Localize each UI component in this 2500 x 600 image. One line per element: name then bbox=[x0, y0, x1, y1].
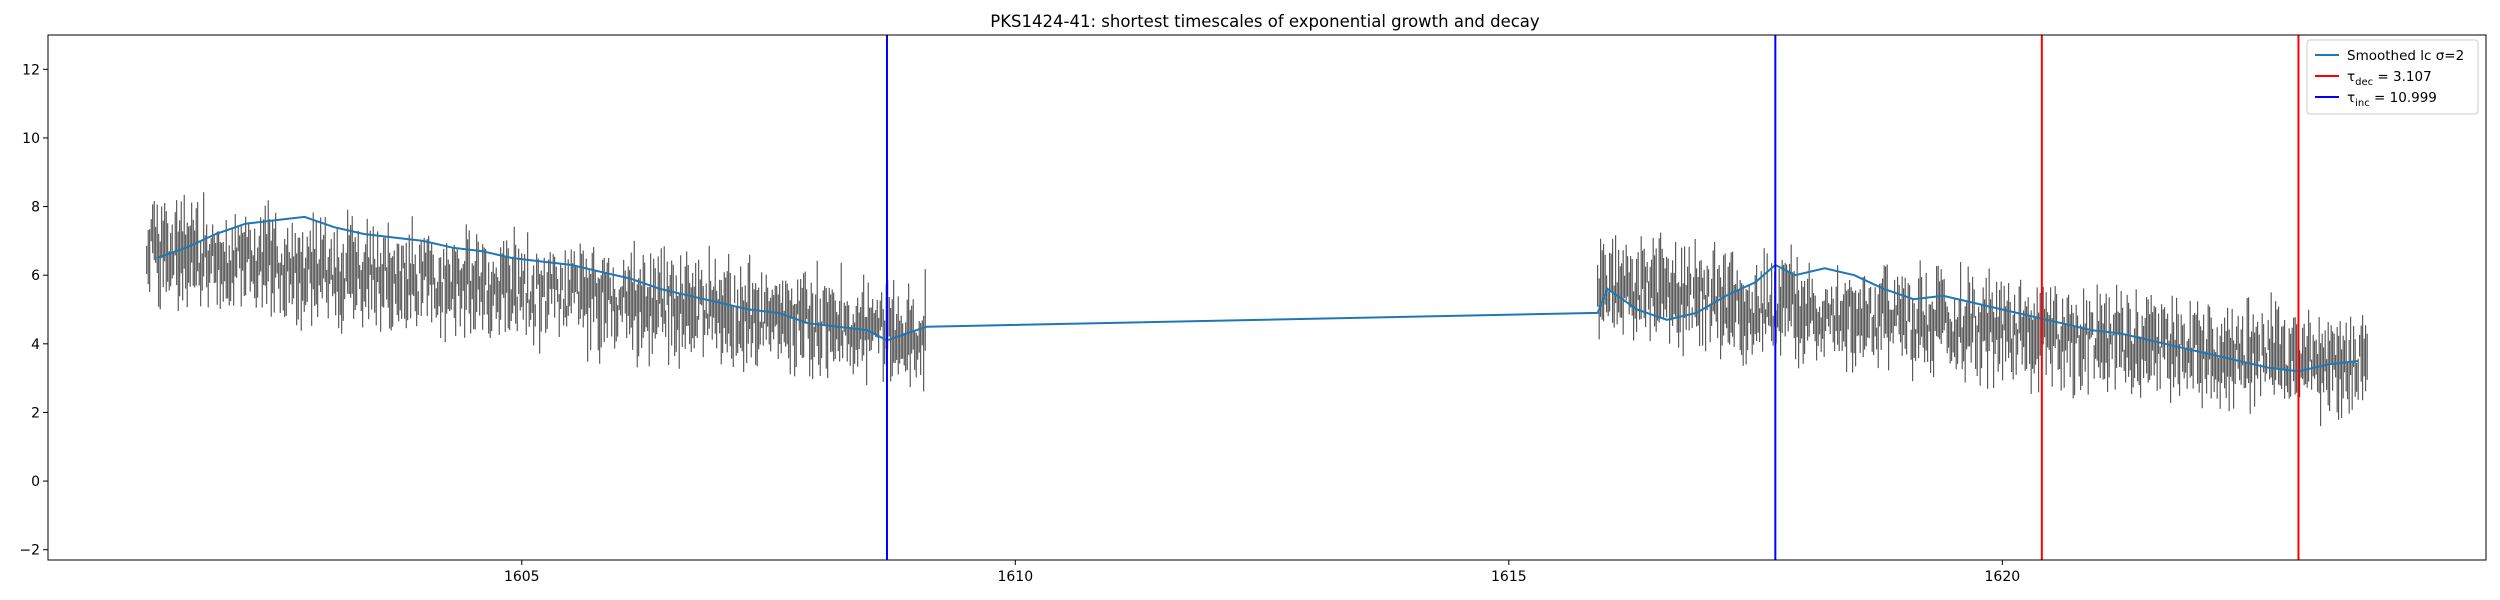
errorbar-group-2 bbox=[1597, 232, 2368, 427]
x-tick-label: 1610 bbox=[997, 569, 1033, 585]
legend-label: Smoothed lc σ=2 bbox=[2347, 48, 2464, 64]
y-tick-label: 4 bbox=[31, 337, 40, 353]
x-tick-label: 1615 bbox=[1491, 569, 1527, 585]
y-tick-label: 8 bbox=[31, 200, 40, 216]
y-tick-label: −2 bbox=[19, 543, 40, 559]
y-tick-label: 2 bbox=[31, 405, 40, 421]
errorbar-group-1 bbox=[146, 192, 926, 392]
smoothed-lc-line bbox=[156, 215, 2358, 373]
x-tick-label: 1620 bbox=[1985, 569, 2021, 585]
y-tick-label: 12 bbox=[22, 62, 40, 78]
axes-frame bbox=[47, 34, 2487, 561]
x-tick-label: 1605 bbox=[504, 569, 540, 585]
plot-area bbox=[146, 35, 2368, 560]
y-tick-label: 0 bbox=[31, 474, 40, 490]
legend-frame bbox=[2306, 39, 2479, 115]
chart-title: PKS1424-41: shortest timescales of expon… bbox=[990, 12, 1540, 31]
axes: 1605 1610 1615 1620 −2 0 2 4 6 8 10 12 bbox=[19, 34, 2487, 585]
legend-label: τinc = 10.999 bbox=[2347, 90, 2437, 109]
y-tick-label: 6 bbox=[31, 268, 40, 284]
y-tick-label: 10 bbox=[22, 131, 40, 147]
legend: Smoothed lc σ=2 τdec = 3.107 τinc = 10.999 bbox=[2306, 39, 2479, 115]
legend-label: τdec = 3.107 bbox=[2347, 69, 2432, 88]
